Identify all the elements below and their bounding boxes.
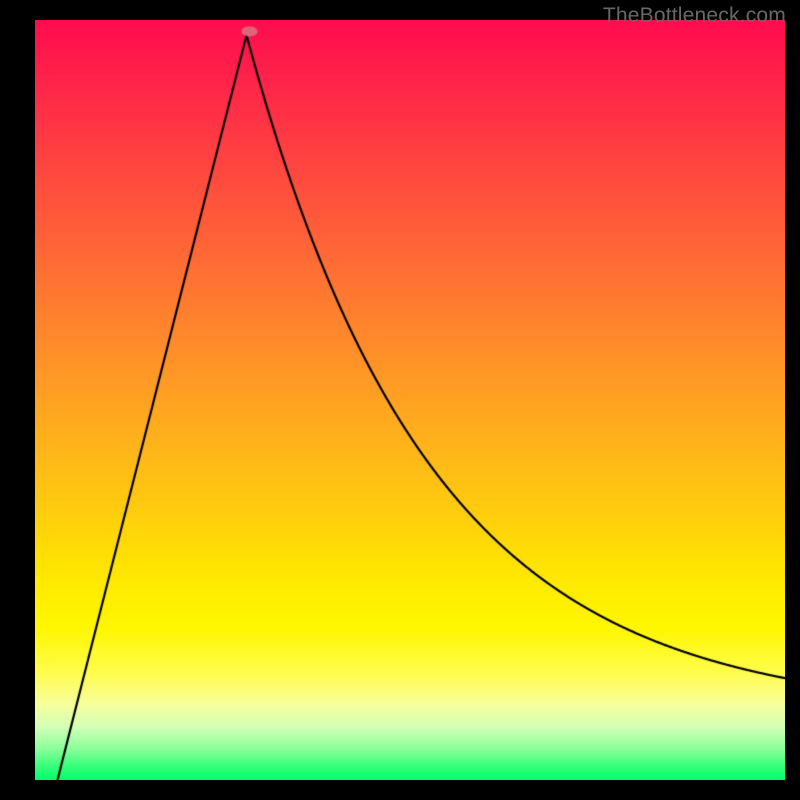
plot-area — [35, 20, 785, 780]
chart-root: TheBottleneck.com — [0, 0, 800, 800]
curve-layer — [35, 20, 785, 780]
watermark-text: TheBottleneck.com — [603, 4, 786, 28]
